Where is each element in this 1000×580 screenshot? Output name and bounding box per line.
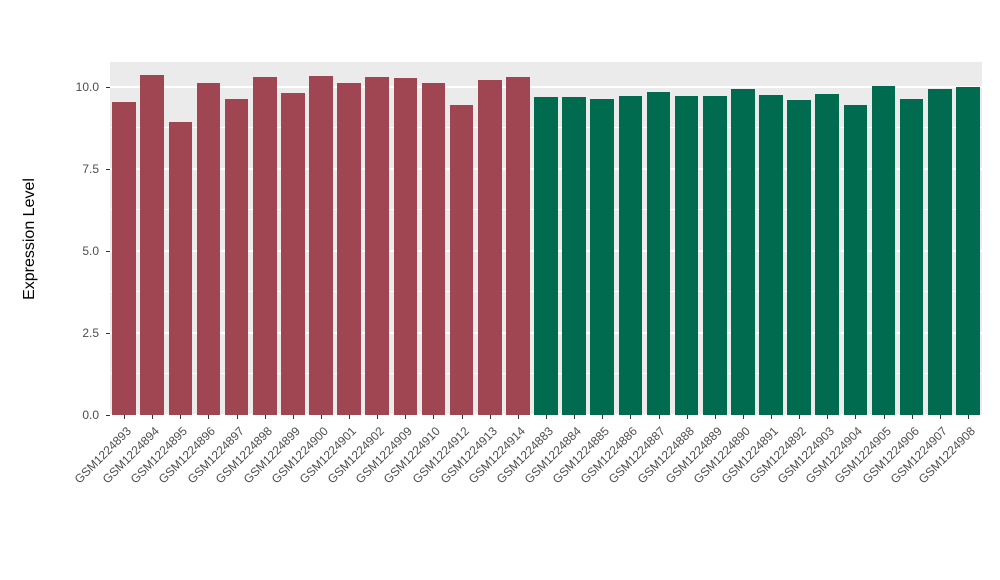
y-tick-label: 0.0 bbox=[82, 408, 99, 422]
x-tick-mark bbox=[827, 415, 829, 419]
y-tick-mark bbox=[106, 168, 110, 170]
y-tick-label: 2.5 bbox=[82, 325, 99, 340]
x-tick-mark bbox=[799, 415, 801, 419]
plot-panel bbox=[110, 62, 982, 416]
bar-GSM1224896 bbox=[196, 83, 221, 415]
bar-GSM1224894 bbox=[140, 75, 164, 415]
bar-GSM1224891 bbox=[759, 94, 783, 415]
x-tick-mark bbox=[630, 415, 632, 419]
x-tick-mark bbox=[208, 415, 210, 419]
bar-GSM1224902 bbox=[365, 77, 390, 415]
bar-GSM1224889 bbox=[702, 95, 727, 415]
bar-GSM1224885 bbox=[590, 98, 615, 415]
x-tick-mark bbox=[264, 415, 266, 419]
x-tick-mark bbox=[939, 415, 941, 419]
bar-GSM1224906 bbox=[899, 98, 924, 415]
x-tick-mark bbox=[405, 415, 407, 419]
x-tick-mark bbox=[152, 415, 154, 419]
bar-GSM1224909 bbox=[393, 78, 418, 415]
x-tick-mark bbox=[292, 415, 294, 419]
bar-GSM1224887 bbox=[646, 91, 671, 415]
gridline-major bbox=[110, 85, 982, 88]
bar-GSM1224910 bbox=[421, 83, 446, 415]
x-tick-mark bbox=[855, 415, 857, 419]
x-tick-mark bbox=[180, 415, 182, 419]
bar-GSM1224903 bbox=[815, 93, 840, 415]
bar-GSM1224884 bbox=[562, 96, 586, 415]
x-tick-mark bbox=[124, 415, 126, 419]
bar-GSM1224914 bbox=[506, 77, 530, 415]
y-tick-mark bbox=[106, 415, 110, 416]
x-tick-mark bbox=[911, 415, 913, 419]
x-tick-mark bbox=[377, 415, 379, 419]
bar-GSM1224886 bbox=[618, 95, 643, 415]
bar-GSM1224907 bbox=[927, 88, 952, 415]
x-tick-mark bbox=[349, 415, 351, 419]
x-tick-mark bbox=[686, 415, 688, 419]
y-tick-mark bbox=[106, 86, 110, 88]
x-tick-mark bbox=[574, 415, 576, 419]
y-axis: 0.0 2.5 5.0 7.5 10.0 bbox=[0, 0, 110, 580]
x-tick-mark bbox=[742, 415, 744, 419]
bar-GSM1224898 bbox=[252, 77, 277, 415]
bar-GSM1224904 bbox=[843, 104, 868, 415]
bar-GSM1224899 bbox=[281, 92, 305, 415]
x-tick-mark bbox=[602, 415, 604, 419]
x-tick-mark bbox=[967, 415, 969, 419]
bar-GSM1224888 bbox=[674, 95, 699, 415]
bar-GSM1224905 bbox=[871, 85, 896, 415]
x-tick-mark bbox=[433, 415, 435, 419]
x-tick-mark bbox=[320, 415, 322, 419]
bar-GSM1224912 bbox=[449, 104, 474, 415]
bar-GSM1224893 bbox=[112, 101, 136, 415]
y-tick-label: 10.0 bbox=[75, 79, 99, 94]
bar-GSM1224900 bbox=[309, 76, 333, 415]
bar-GSM1224913 bbox=[477, 80, 502, 415]
y-tick-mark bbox=[106, 332, 110, 334]
bar-GSM1224901 bbox=[337, 83, 361, 415]
bar-GSM1224895 bbox=[168, 121, 193, 415]
x-tick-mark bbox=[236, 415, 238, 419]
x-tick-mark bbox=[461, 415, 463, 419]
bar-GSM1224897 bbox=[224, 98, 249, 415]
x-tick-mark bbox=[517, 415, 519, 419]
x-tick-mark bbox=[771, 415, 773, 419]
y-tick-mark bbox=[106, 250, 110, 252]
x-tick-mark bbox=[883, 415, 885, 419]
x-tick-mark bbox=[658, 415, 660, 419]
x-tick-mark bbox=[714, 415, 716, 419]
bar-GSM1224890 bbox=[731, 88, 755, 415]
x-tick-mark bbox=[546, 415, 547, 419]
bar-GSM1224883 bbox=[534, 96, 558, 415]
y-tick-label: 5.0 bbox=[82, 243, 99, 258]
x-tick-mark bbox=[489, 415, 491, 419]
bar-GSM1224892 bbox=[787, 99, 811, 415]
bar-GSM1224908 bbox=[956, 86, 980, 415]
y-tick-label: 7.5 bbox=[82, 161, 99, 176]
x-axis: GSM1224893 GSM1224894 GSM1224895 GSM1224896… bbox=[72, 415, 982, 575]
